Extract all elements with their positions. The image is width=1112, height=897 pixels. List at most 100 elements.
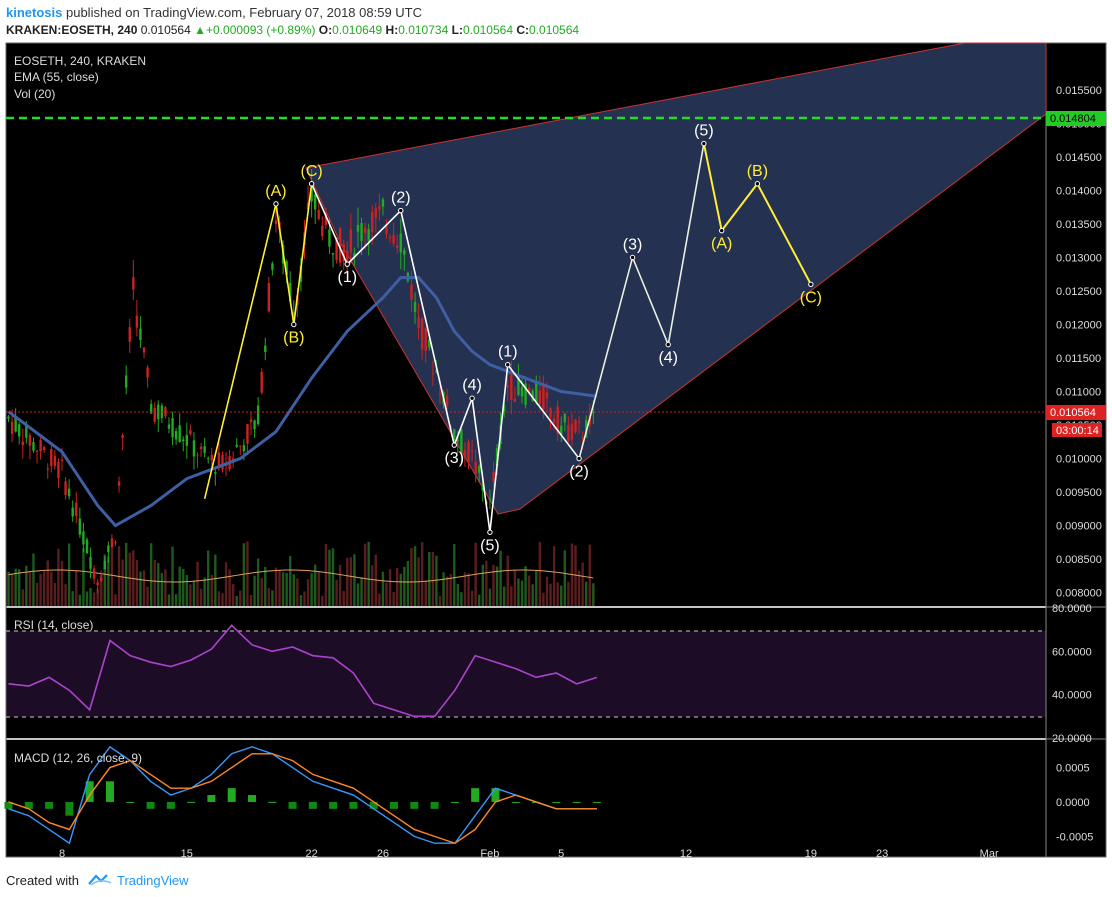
candle-body — [403, 250, 406, 255]
candle-body — [274, 220, 278, 225]
candle-body — [224, 465, 228, 467]
macd-histogram-bar — [288, 801, 297, 809]
macd-histogram — [4, 781, 601, 816]
candle-body — [317, 209, 320, 219]
footer: Created with TradingView — [0, 862, 1112, 897]
candle-body — [82, 531, 85, 545]
open-value: 0.010649 — [332, 23, 383, 37]
candle-body — [217, 452, 221, 466]
volume-bar — [253, 575, 256, 606]
volume-bar — [527, 575, 531, 606]
candle-body — [342, 244, 345, 262]
candle-body — [552, 418, 556, 423]
candle-body — [92, 568, 96, 579]
macd-histogram-bar — [349, 801, 358, 809]
volume-bar — [207, 550, 210, 606]
wave-abc-yellow[interactable] — [203, 183, 313, 499]
candle-body — [71, 507, 74, 517]
candle-body — [149, 404, 153, 414]
symbol-label: KRAKEN:EOSETH, 240 — [6, 23, 138, 37]
volume-bar — [78, 594, 82, 606]
wave-label: (1) — [337, 269, 357, 286]
price-axis[interactable] — [1046, 43, 1106, 857]
volume-bar — [542, 592, 545, 606]
volume-bar — [535, 569, 538, 606]
candle-body — [57, 461, 60, 479]
volume-bar — [567, 581, 570, 606]
volume-bar — [470, 590, 474, 606]
volume-bar — [585, 581, 588, 606]
macd-histogram-bar — [207, 795, 216, 802]
candle-body — [100, 577, 103, 581]
volume-bar — [328, 549, 331, 606]
wave-impulse-white[interactable] — [310, 183, 580, 533]
volume-bar — [96, 588, 99, 606]
volume-bar — [492, 564, 495, 606]
candle-body — [185, 434, 189, 446]
wave-abc-projection-yellow[interactable] — [702, 143, 812, 285]
macd-legend[interactable]: MACD (12, 26, close, 9) — [14, 751, 142, 765]
candle-body — [367, 229, 370, 241]
candle-body — [53, 455, 57, 467]
volume-bar — [413, 546, 417, 606]
volume-bar — [367, 541, 370, 606]
volume-bar — [435, 555, 438, 606]
volume-bar — [349, 557, 353, 606]
wave-point — [291, 321, 297, 328]
candle-body — [174, 431, 178, 440]
time-tick-label: 19 — [805, 848, 817, 860]
close-label: C: — [516, 23, 530, 37]
candle-body — [435, 370, 438, 373]
candle-body — [64, 481, 67, 495]
price-tick-label: 0.014500 — [1056, 152, 1102, 164]
volume-bar — [506, 555, 509, 606]
volume-bar — [57, 548, 60, 606]
candle-body — [207, 458, 210, 460]
ema-legend[interactable]: EMA (55, close) — [14, 70, 99, 84]
volume-bar — [360, 577, 363, 606]
macd-histogram-bar — [105, 781, 114, 802]
candle-body — [178, 425, 181, 443]
candle-body — [78, 518, 82, 535]
volume-bar — [278, 570, 281, 606]
close-value: 0.010564 — [529, 23, 580, 37]
candle-body — [524, 383, 527, 405]
rsi-legend[interactable]: RSI (14, close) — [14, 618, 93, 632]
candle-body — [567, 424, 570, 441]
macd-line — [8, 745, 597, 845]
candle-body — [399, 233, 402, 253]
tradingview-link[interactable]: TradingView — [117, 873, 189, 888]
candle-body — [146, 367, 149, 378]
vol-legend[interactable]: Vol (20) — [14, 87, 55, 101]
volume-bar — [149, 543, 153, 606]
candle-body — [378, 206, 381, 210]
author-link[interactable]: kinetosis — [6, 5, 63, 20]
published-text: published on TradingView.com, February 0… — [65, 5, 423, 20]
countdown-text: 03:00:14 — [1056, 425, 1099, 437]
chart-canvas[interactable]: (A) (B) (C) (1) (2) (3) (4) (5) (1) (2) (3) (4) (5) (… — [0, 42, 1112, 862]
candle-body — [527, 387, 531, 392]
channel-fill[interactable] — [305, 42, 1047, 515]
wave-projection-white[interactable] — [578, 143, 705, 459]
candle-body — [192, 440, 196, 457]
volume-bar — [217, 591, 221, 606]
volume-bar — [488, 588, 492, 606]
volume-bar — [178, 566, 181, 606]
volume-bar — [513, 570, 517, 606]
symbol-legend[interactable]: EOSETH, 240, KRAKEN — [14, 54, 146, 68]
volume-bar — [588, 544, 591, 606]
volume-bar — [481, 564, 484, 606]
volume-bar — [199, 588, 203, 606]
candle-body — [556, 406, 559, 434]
candle-body — [413, 301, 417, 312]
up-triangle-icon: ▲ — [194, 23, 207, 37]
time-axis[interactable]: 8 15 22 26 Feb 5 12 19 23 Mar — [59, 848, 999, 860]
candle-body — [203, 446, 206, 453]
price-ticks: 0.0155000.0150000.0145000.0140000.013500… — [1056, 85, 1102, 600]
tradingview-logo-icon[interactable] — [88, 872, 112, 886]
volume-bar — [520, 580, 524, 606]
header-bar: kinetosis published on TradingView.com, … — [0, 0, 1112, 42]
signal-line — [8, 753, 597, 845]
volume-bar — [399, 573, 402, 606]
volume-bar — [431, 551, 435, 606]
